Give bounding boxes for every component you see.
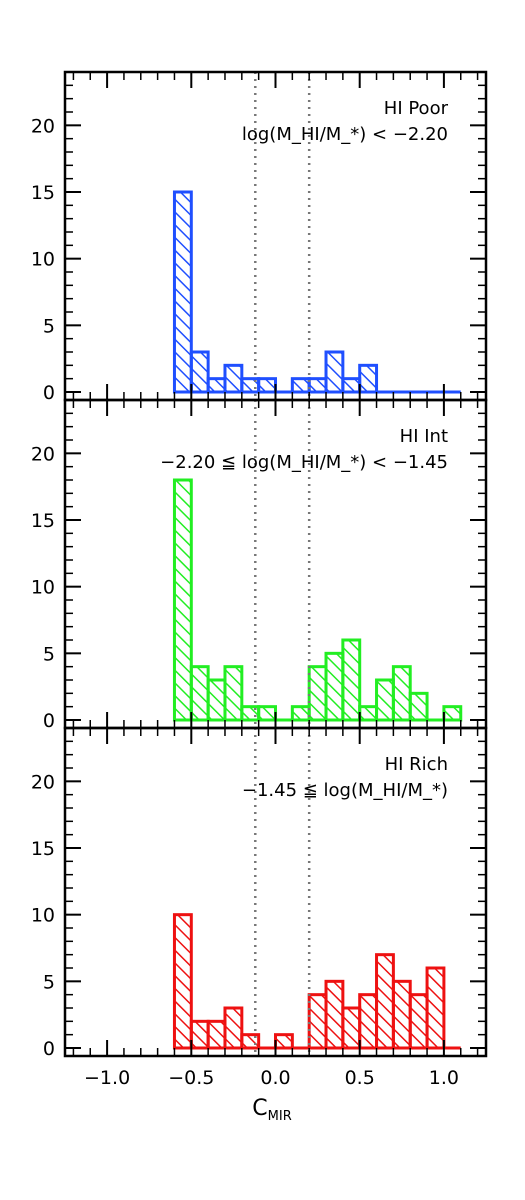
bar: [375, 678, 395, 722]
bar: [172, 913, 193, 1050]
bar: [375, 953, 395, 1050]
panel-label-title: HI Rich: [385, 754, 448, 775]
panel-label-title: HI Poor: [384, 98, 449, 119]
y-tick-label: 10: [31, 905, 55, 927]
bar: [442, 705, 463, 722]
bar: [341, 377, 362, 394]
panel-label-condition: log(M_HI/M_*) < −2.20: [242, 124, 448, 145]
bar: [172, 478, 193, 722]
y-tick-label: 20: [31, 115, 55, 137]
panel-middle: 0 5 10 15 20 HI Int −2.20 ≦ log(M_HI/M_*) < −1…: [31, 398, 488, 732]
bar: [206, 377, 227, 394]
bar: [358, 363, 379, 394]
y-tick-label: 10: [31, 577, 55, 599]
y-tick-label: 20: [31, 443, 55, 465]
bar: [425, 966, 446, 1050]
y-tick-label: 5: [43, 971, 55, 993]
y-tick-label: 0: [43, 382, 55, 404]
bar: [391, 979, 412, 1050]
bar: [324, 979, 345, 1050]
x-axis-label: CMIR: [252, 1096, 291, 1124]
y-tick-label: 10: [31, 249, 55, 271]
panel-top: 0 5 10 15 20 HI Poor log(M_HI/M_*) < −2.20: [31, 70, 488, 404]
y-tick-label: 0: [43, 1038, 55, 1060]
x-axis-label-sub: MIR: [268, 1109, 292, 1124]
bar: [408, 691, 429, 722]
y-tick-label: 20: [31, 771, 55, 793]
bar: [189, 350, 210, 394]
x-tick-label: −1.0: [84, 1067, 130, 1089]
x-tick-label: 0.5: [345, 1067, 375, 1089]
x-axis-label-main: C: [252, 1096, 267, 1121]
bar: [223, 665, 244, 722]
bar: [223, 1006, 244, 1050]
bar: [341, 638, 362, 722]
x-tick-label: 0.0: [260, 1067, 290, 1089]
bar: [358, 705, 379, 722]
bar: [257, 377, 278, 394]
bar: [324, 651, 345, 722]
bar: [274, 1033, 294, 1050]
bar: [290, 377, 311, 394]
bar: [206, 1019, 227, 1050]
bar: [307, 993, 328, 1050]
panel-frame: [63, 70, 488, 402]
y-tick-label: 0: [43, 710, 55, 732]
bar: [206, 678, 227, 722]
bar: [391, 665, 412, 722]
panels-group: 0 5 10 15 20 HI Poor log(M_HI/M_*) < −2.20 0 5 10…: [31, 70, 488, 1089]
y-tick-label: 5: [43, 315, 55, 337]
bar: [341, 1006, 362, 1050]
x-tick-label: −0.5: [168, 1067, 214, 1089]
y-tick-label: 15: [31, 182, 55, 204]
panel-label-condition: −2.20 ≦ log(M_HI/M_*) < −1.45: [160, 452, 448, 473]
x-tick-label: 1.0: [429, 1067, 459, 1089]
panel-bottom: 0 5 10 15 20 HI Rich −1.45 ≦ log(M_HI/M_*) −1.0…: [31, 726, 488, 1089]
panel-frame: [63, 398, 488, 730]
bar: [324, 350, 345, 394]
bar: [189, 1019, 210, 1050]
bar: [358, 993, 379, 1050]
y-tick-label: 5: [43, 643, 55, 665]
bar: [290, 705, 311, 722]
y-tick-label: 15: [31, 838, 55, 860]
panel-label-title: HI Int: [400, 426, 448, 447]
y-tick-label: 15: [31, 510, 55, 532]
bar: [189, 665, 210, 722]
bar: [307, 665, 328, 722]
bar: [257, 705, 278, 722]
bar: [172, 190, 193, 394]
panel-label-condition: −1.45 ≦ log(M_HI/M_*): [242, 780, 448, 801]
bar: [408, 993, 429, 1050]
bar: [307, 377, 328, 394]
bar: [223, 363, 244, 394]
